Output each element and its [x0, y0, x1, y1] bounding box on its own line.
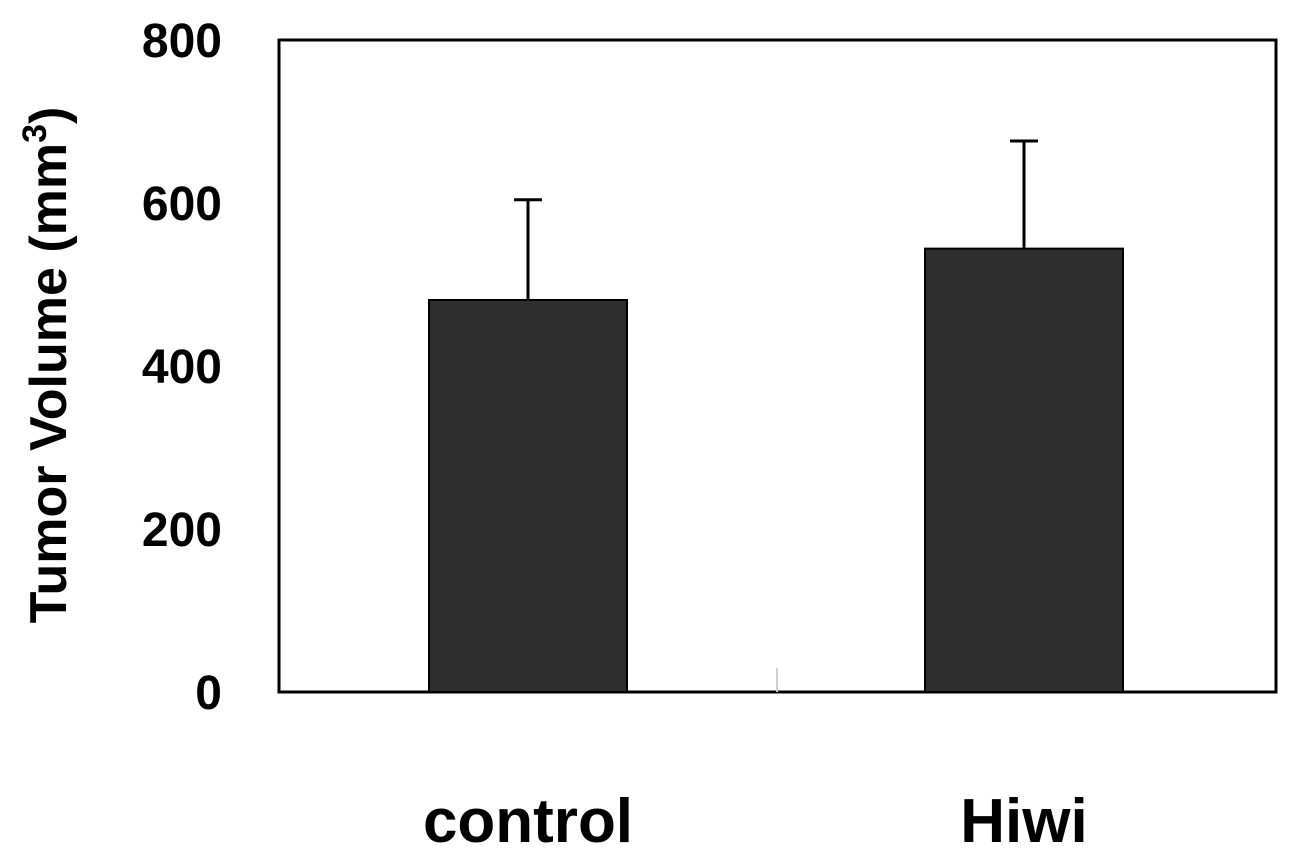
- x-category-label: Hiwi: [960, 787, 1087, 856]
- y-tick-label: 400: [142, 341, 222, 394]
- y-axis-label-close: ): [20, 107, 78, 124]
- y-axis-label-main: Tumor Volume (mm: [20, 143, 78, 624]
- y-tick-label: 800: [142, 15, 222, 68]
- y-tick-label: 600: [142, 178, 222, 231]
- y-tick-label: 200: [142, 504, 222, 557]
- y-tick-label: 0: [195, 667, 222, 720]
- y-axis-label: Tumor Volume (mm3): [16, 107, 78, 624]
- x-category-label: control: [423, 787, 633, 856]
- bar-hiwi: [924, 247, 1124, 693]
- y-axis-label-superscript: 3: [16, 124, 54, 143]
- bar-control: [428, 298, 628, 693]
